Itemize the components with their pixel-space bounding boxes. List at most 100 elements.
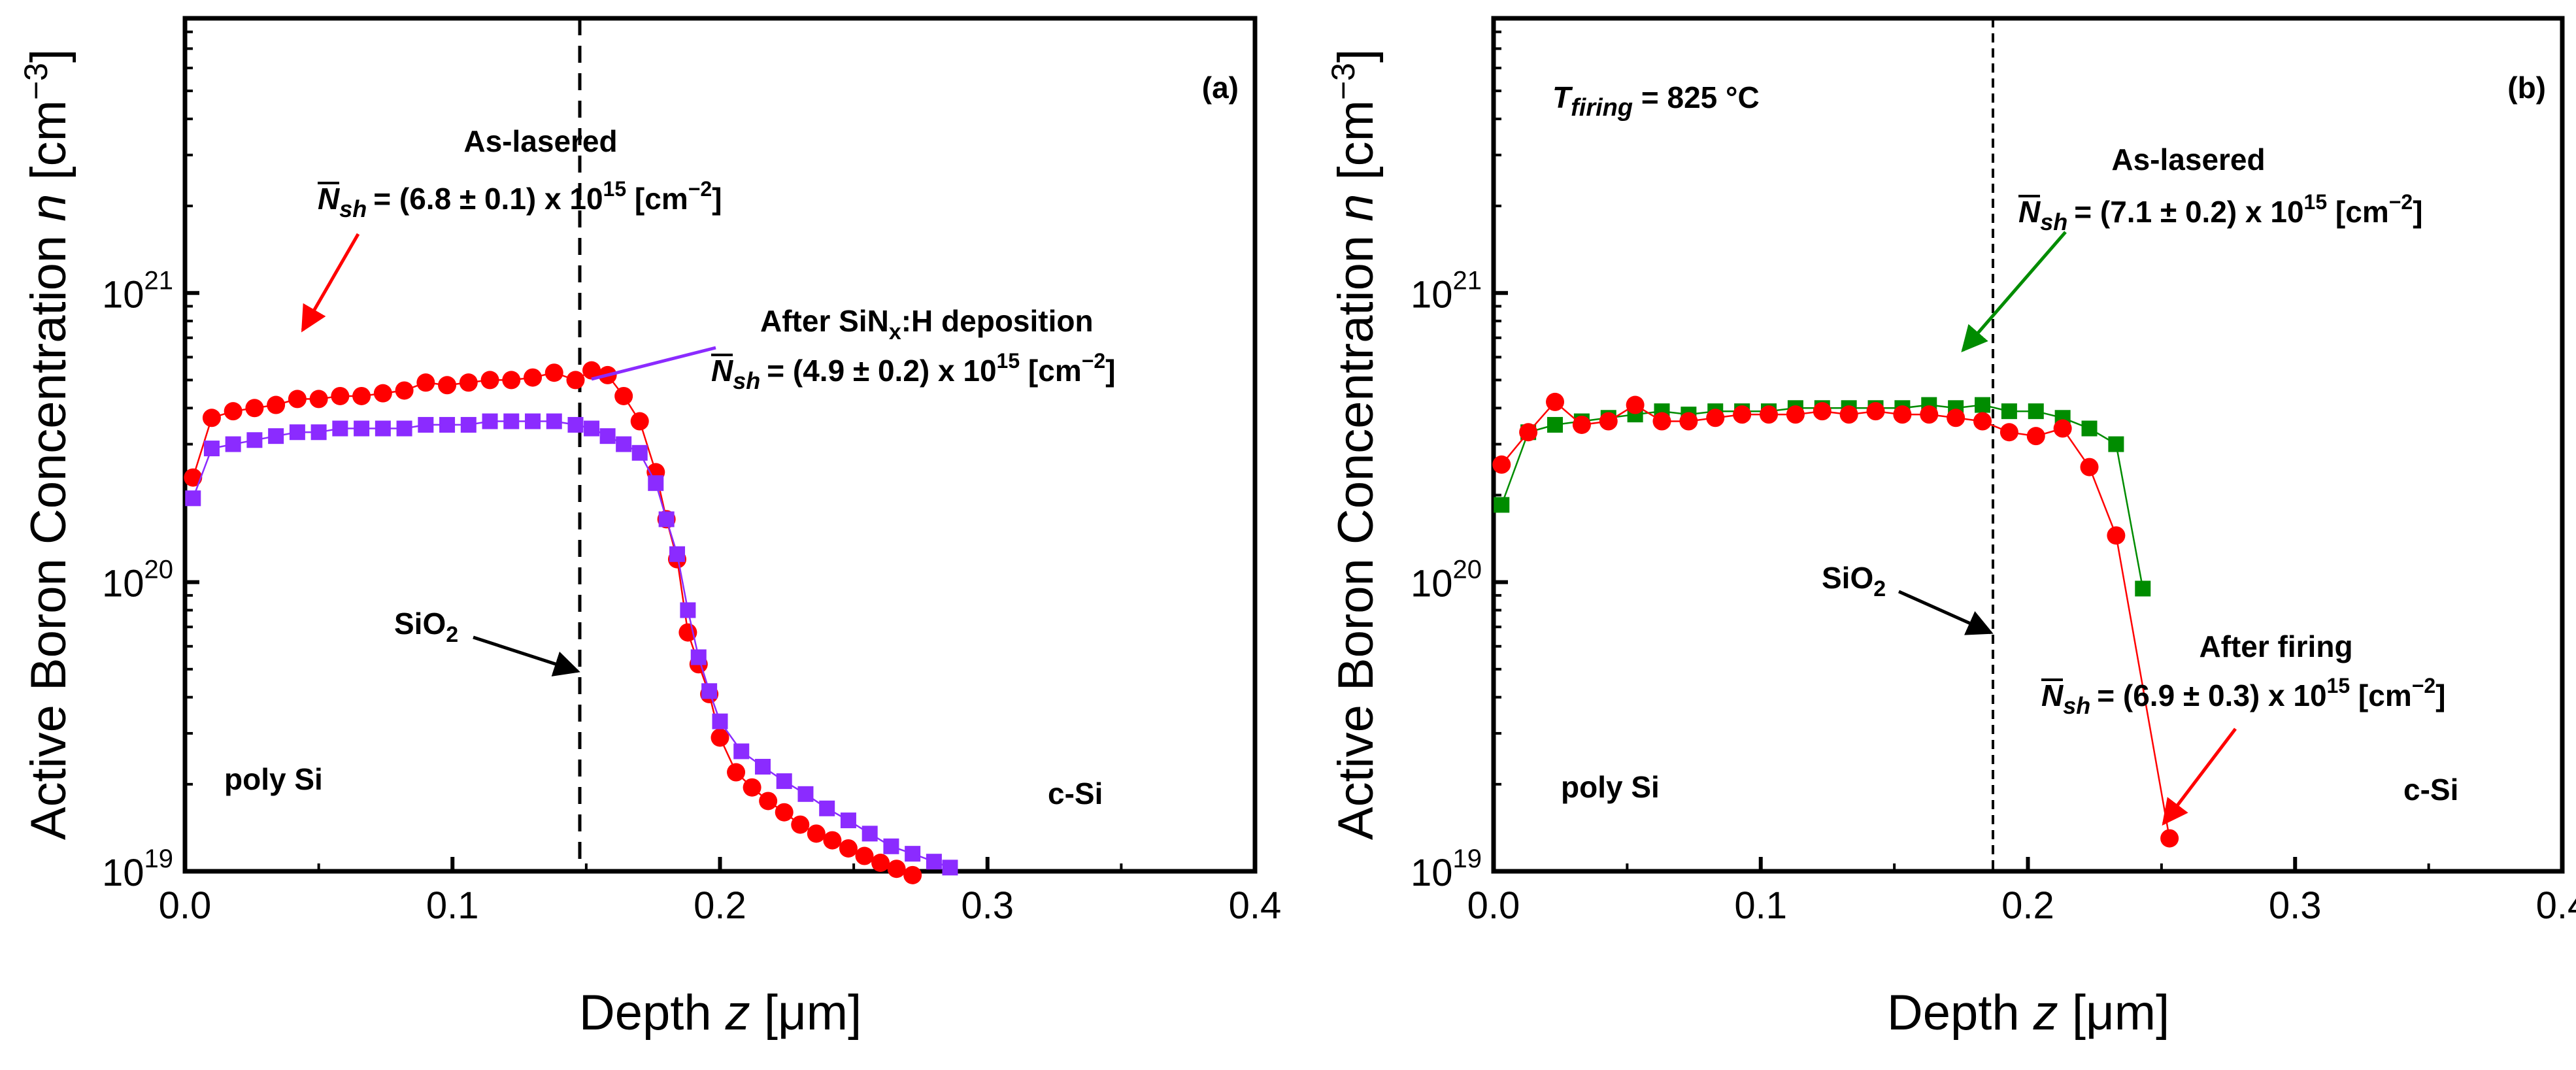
y-tick-label: 1021 xyxy=(102,266,173,316)
after-sin-pointer xyxy=(591,346,716,381)
data-point xyxy=(202,409,221,427)
data-point xyxy=(861,826,878,842)
data-point xyxy=(438,376,457,395)
y-tick-label: 1019 xyxy=(102,844,173,894)
data-point xyxy=(480,371,499,390)
data-point xyxy=(309,390,328,409)
data-point xyxy=(2108,436,2124,452)
y-axis-label: Active Boron Concentration n [cm−3] xyxy=(18,49,76,840)
data-point xyxy=(1920,405,1939,424)
x-tick-label: 0.4 xyxy=(1229,884,1282,927)
c-si-label: c-Si xyxy=(1048,777,1103,811)
data-point xyxy=(2001,403,2017,420)
data-point xyxy=(776,773,792,790)
data-point xyxy=(871,854,890,873)
x-tick-label: 0.2 xyxy=(2001,884,2054,927)
data-point xyxy=(1733,405,1752,424)
data-point xyxy=(1494,497,1510,513)
as-lasered-value: Nsh = (6.8 ± 0.1) x 1015 [cm−2] xyxy=(318,177,722,222)
data-point xyxy=(245,399,264,418)
series-after-sinx-h-deposition xyxy=(185,413,958,876)
data-point xyxy=(616,436,632,452)
as-lasered-title: As-lasered xyxy=(463,124,617,158)
x-axis-label: Depth z [μm] xyxy=(1887,985,2169,1041)
data-point xyxy=(331,386,350,405)
y-axis-label: Active Boron Concentration n [cm−3] xyxy=(1325,49,1384,840)
data-point xyxy=(658,511,675,527)
sio2-label: SiO2 xyxy=(394,607,458,647)
data-point xyxy=(2080,458,2099,476)
data-point xyxy=(680,602,696,618)
data-point xyxy=(584,420,600,437)
after-firing-title: After firing xyxy=(2199,629,2352,663)
data-point xyxy=(1626,395,1645,414)
data-point xyxy=(712,713,728,729)
data-point xyxy=(1706,409,1725,427)
data-point xyxy=(754,758,771,775)
data-point xyxy=(883,838,899,854)
data-point xyxy=(942,860,958,876)
data-point xyxy=(905,846,921,862)
data-point xyxy=(1973,412,1992,431)
data-point xyxy=(701,683,718,699)
data-point xyxy=(288,390,307,409)
tick-labels: 0.0 0.1 0.2 0.3 0.4 1019 1020 1021 xyxy=(102,266,1281,927)
data-point xyxy=(791,815,810,834)
data-point xyxy=(395,381,414,400)
data-point xyxy=(2053,419,2072,438)
data-point xyxy=(1813,402,1832,421)
data-point xyxy=(203,441,220,457)
data-point xyxy=(631,444,648,461)
data-point xyxy=(268,428,284,444)
data-point xyxy=(459,373,478,392)
plot-frame xyxy=(1491,16,2565,874)
data-point xyxy=(759,792,778,811)
data-point xyxy=(375,420,391,437)
data-point xyxy=(224,402,243,421)
minor-ticks xyxy=(185,30,1123,871)
series-after-firing xyxy=(1492,392,2179,848)
x-tick-label: 0.3 xyxy=(2269,884,2322,927)
data-point xyxy=(373,384,392,403)
data-point xyxy=(544,363,563,382)
data-point xyxy=(546,413,562,429)
x-tick-label: 0.1 xyxy=(426,884,479,927)
x-axis-label: Depth z [μm] xyxy=(579,985,861,1041)
data-point xyxy=(823,831,842,850)
data-point xyxy=(690,649,707,665)
poly-si-label: poly Si xyxy=(224,762,323,796)
data-point xyxy=(819,800,835,816)
after-firing-arrow xyxy=(2162,727,2237,826)
data-point xyxy=(2081,420,2098,437)
data-point xyxy=(185,490,201,507)
data-point xyxy=(460,416,477,433)
sio2-label: SiO2 xyxy=(1822,561,1886,601)
panel-b: 0.0 0.1 0.2 0.3 0.4 1019 1020 1021 Depth z [μm]… xyxy=(1325,16,2576,1041)
y-tick-label: 1020 xyxy=(1411,556,1482,605)
data-point xyxy=(225,436,241,452)
minor-ticks xyxy=(1494,30,2430,871)
data-point xyxy=(525,413,541,429)
as-lasered-value: Nsh = (7.1 ± 0.2) x 1015 [cm−2] xyxy=(2018,190,2423,235)
data-point xyxy=(418,416,434,433)
data-point xyxy=(855,846,874,865)
data-point xyxy=(599,428,616,444)
data-point xyxy=(2135,580,2151,597)
data-point xyxy=(1679,412,1698,431)
x-tick-label: 0.1 xyxy=(1734,884,1787,927)
data-point xyxy=(1999,423,2018,442)
data-point xyxy=(567,416,584,433)
data-point xyxy=(482,413,498,429)
data-point xyxy=(354,420,370,437)
data-point xyxy=(582,361,601,380)
series xyxy=(184,361,958,884)
c-si-label: c-Si xyxy=(2403,773,2458,807)
y-tick-label: 1020 xyxy=(102,556,173,605)
data-point xyxy=(1519,423,1538,442)
data-point xyxy=(1893,405,1912,424)
data-point xyxy=(1947,409,1965,427)
panel-label: (b) xyxy=(2507,71,2546,105)
data-point xyxy=(887,860,906,878)
y-tick-label: 1019 xyxy=(1411,844,1482,894)
tick-labels: 0.0 0.1 0.2 0.3 0.4 1019 1020 1021 xyxy=(1411,266,2576,927)
